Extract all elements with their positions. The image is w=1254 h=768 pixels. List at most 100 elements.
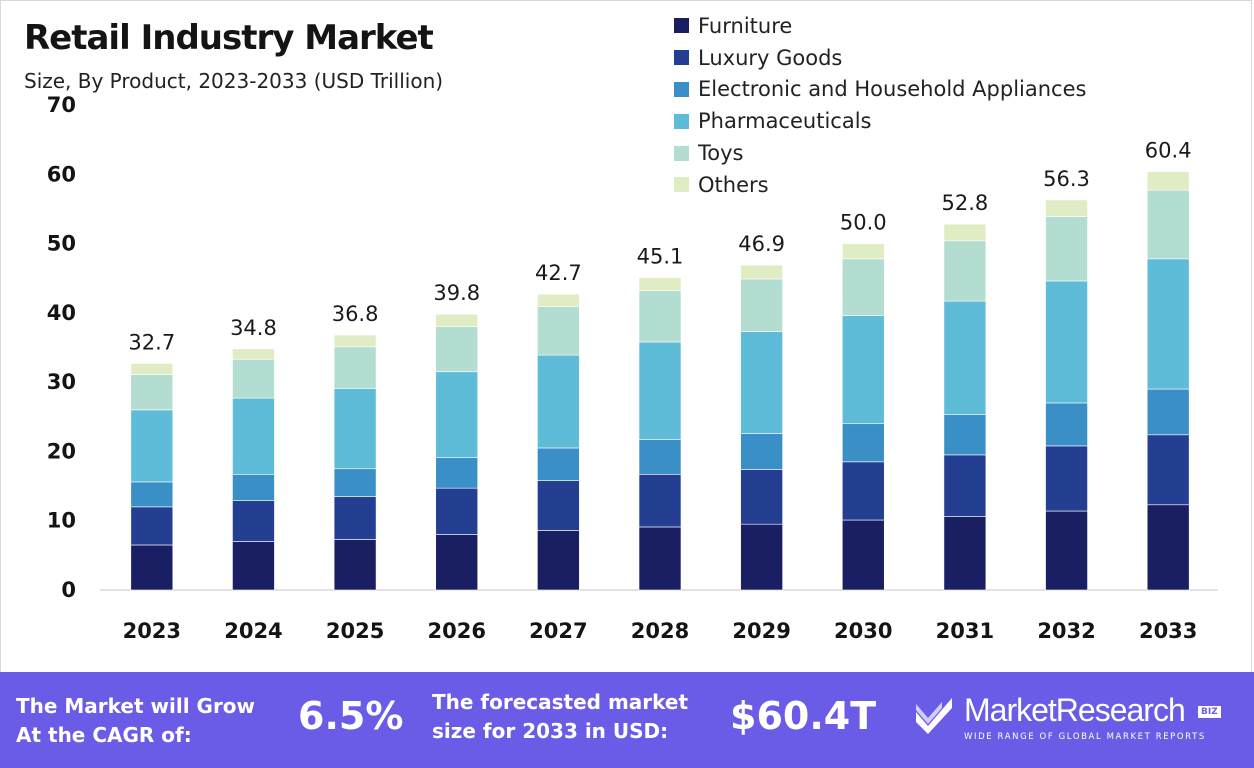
bar-segment-others	[232, 348, 275, 360]
bar-segment-electronic-and-household-appliances	[638, 439, 682, 475]
total-label: 60.4	[1145, 139, 1192, 163]
total-label: 32.7	[128, 330, 175, 354]
legend-label: Electronic and Household Appliances	[698, 77, 1087, 102]
y-tick-label: 40	[47, 301, 76, 325]
bar-segment-furniture	[232, 541, 275, 591]
bar-segment-toys	[130, 374, 174, 411]
bar-segment-electronic-and-household-appliances	[943, 414, 987, 456]
total-label: 42.7	[535, 261, 582, 285]
x-tick-label: 2032	[1037, 619, 1095, 643]
y-tick-label: 60	[47, 162, 76, 186]
legend-swatch	[674, 113, 689, 129]
bar-segment-furniture	[1146, 504, 1190, 591]
total-label: 39.8	[433, 281, 480, 305]
bar-segment-others	[333, 334, 377, 348]
brand-check-icon	[916, 698, 952, 734]
brand-logo: MarketResearch BIZ WIDE RANGE OF GLOBAL …	[912, 690, 1242, 750]
bar-segment-others	[1146, 171, 1190, 191]
bar-segment-furniture	[638, 526, 682, 591]
bar-segment-luxury-goods	[435, 487, 479, 535]
bar-segment-toys	[638, 290, 682, 343]
bar-segment-furniture	[1045, 510, 1088, 591]
bar-segment-others	[130, 363, 174, 375]
bar-segment-luxury-goods	[1146, 434, 1190, 506]
y-tick-label: 0	[61, 578, 76, 602]
bar-segment-pharmaceuticals	[130, 409, 174, 483]
bar-segment-furniture	[130, 544, 174, 591]
y-tick-label: 30	[47, 370, 76, 394]
bar-segment-others	[841, 243, 885, 260]
cagr-value: 6.5%	[298, 694, 404, 738]
brand-badge: BIZ	[1198, 706, 1221, 718]
total-label: 45.1	[637, 245, 684, 269]
x-tick-label: 2023	[123, 619, 181, 643]
legend-swatch	[674, 177, 689, 193]
bar-segment-electronic-and-household-appliances	[1045, 402, 1088, 447]
bar-segment-others	[435, 313, 479, 328]
forecast-label: The forecasted market size for 2033 in U…	[432, 690, 689, 743]
bar-segment-electronic-and-household-appliances	[435, 457, 479, 489]
bar-segment-toys	[943, 240, 987, 302]
legend-item: Furniture	[674, 10, 1086, 42]
total-label: 50.0	[840, 211, 887, 235]
legend-swatch	[674, 81, 689, 97]
bar-segment-toys	[841, 258, 885, 316]
bar-segment-luxury-goods	[232, 500, 275, 542]
x-tick-label: 2025	[326, 619, 384, 643]
legend-swatch	[674, 145, 689, 161]
footer-banner: The Market will Grow At the CAGR of: 6.5…	[0, 672, 1254, 768]
x-tick-label: 2024	[224, 619, 282, 643]
forecast-value: $60.4T	[730, 694, 877, 738]
total-label: 52.8	[942, 191, 989, 215]
bar-segment-furniture	[943, 516, 987, 591]
bar-segment-luxury-goods	[333, 496, 377, 540]
bar-segment-toys	[333, 346, 377, 389]
total-label: 36.8	[332, 302, 379, 326]
bar-segment-luxury-goods	[1045, 445, 1088, 512]
total-label: 56.3	[1043, 167, 1090, 191]
x-tick-label: 2028	[631, 619, 689, 643]
bar-segment-others	[943, 223, 987, 242]
x-tick-label: 2026	[428, 619, 486, 643]
bar-segment-toys	[1146, 189, 1190, 260]
bar-segment-electronic-and-household-appliances	[740, 433, 783, 470]
legend-swatch	[674, 18, 689, 34]
cagr-label: The Market will Grow At the CAGR of:	[16, 694, 256, 747]
legend-label: Others	[698, 172, 769, 197]
bar-segment-pharmaceuticals	[740, 331, 783, 434]
x-tick-label: 2030	[834, 619, 892, 643]
bar-segment-furniture	[333, 539, 377, 591]
bar-segment-toys	[435, 326, 479, 373]
bar-segment-pharmaceuticals	[943, 300, 987, 416]
bar-segment-luxury-goods	[841, 461, 885, 521]
bar-segment-pharmaceuticals	[435, 371, 479, 458]
bar-segment-others	[638, 277, 682, 291]
bar-segment-pharmaceuticals	[232, 397, 275, 475]
bar-segment-luxury-goods	[638, 473, 682, 528]
legend-label: Pharmaceuticals	[698, 109, 872, 134]
x-tick-label: 2031	[936, 619, 994, 643]
legend-item: Electronic and Household Appliances	[674, 74, 1086, 106]
y-axis: 0 10 20 30 40 50 60 70	[47, 93, 76, 602]
bar-segment-pharmaceuticals	[537, 354, 580, 449]
bar-segment-pharmaceuticals	[333, 388, 377, 470]
bar-segment-electronic-and-household-appliances	[130, 481, 174, 508]
total-label: 46.9	[738, 232, 785, 256]
total-labels: 32.7 34.8 36.8 39.8 42.7 45.1 46.9 50.0 52.8 56.3…	[128, 139, 1191, 355]
bar-segment-furniture	[435, 534, 479, 591]
bar-segment-luxury-goods	[943, 454, 987, 517]
legend-item: Others	[674, 169, 1086, 201]
bar-segment-pharmaceuticals	[841, 315, 885, 425]
x-tick-label: 2033	[1139, 619, 1197, 643]
bar-segment-electronic-and-household-appliances	[1146, 388, 1190, 436]
legend-label: Furniture	[698, 13, 793, 38]
chart-subtitle: Size, By Product, 2023-2033 (USD Trillio…	[24, 69, 444, 93]
legend-label: Toys	[698, 141, 744, 166]
x-axis: 2023 2024 2025 2026 2027 2028 2029 2030 2031 2032…	[123, 619, 1198, 643]
y-tick-label: 70	[47, 93, 76, 117]
bar-segment-electronic-and-household-appliances	[232, 473, 275, 501]
bar-segment-furniture	[740, 523, 783, 591]
bars	[130, 171, 1190, 591]
bar-segment-electronic-and-household-appliances	[333, 468, 377, 497]
